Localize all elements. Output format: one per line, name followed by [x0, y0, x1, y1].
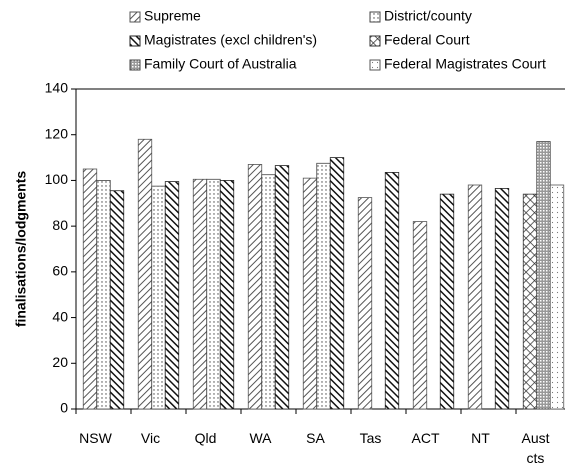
bar — [192, 178, 208, 410]
bar — [261, 174, 276, 410]
x-tick-label: NSW — [79, 430, 112, 446]
legend-swatch — [129, 35, 141, 47]
x-tick-label: Tas — [359, 430, 382, 446]
x-tick-label: Aust cts — [521, 430, 550, 466]
legend-label: Federal Court — [384, 32, 470, 48]
bar — [522, 193, 538, 410]
bar — [274, 165, 290, 410]
x-tick-label: WA — [249, 430, 272, 446]
bar — [164, 181, 180, 410]
legend-swatch — [369, 11, 381, 23]
y-tick-label: 120 — [45, 125, 69, 141]
bar — [467, 184, 483, 410]
y-axis-label: finalisations/lodgments — [13, 171, 29, 328]
bar — [384, 172, 400, 410]
bar — [206, 178, 221, 410]
bar — [151, 185, 166, 410]
bar — [316, 162, 331, 410]
y-tick-label: 140 — [45, 80, 69, 96]
legend-label: Magistrates (excl children's) — [144, 32, 317, 48]
y-tick-label: 0 — [60, 400, 68, 416]
legend-swatch — [369, 35, 381, 47]
legend-label: Family Court of Australia — [144, 56, 297, 72]
x-tick-label: NT — [471, 430, 490, 446]
y-tick-label: 60 — [52, 263, 68, 279]
legend-swatch — [369, 59, 381, 71]
bar — [137, 138, 153, 410]
bar — [109, 190, 125, 410]
y-tick-label: 20 — [52, 354, 68, 370]
bar — [329, 157, 345, 410]
x-tick-label: Vic — [140, 430, 161, 446]
x-tick-label: ACT — [411, 430, 440, 446]
y-tick-label: 80 — [52, 217, 68, 233]
bar — [247, 164, 263, 410]
bar — [549, 184, 565, 410]
bar — [412, 221, 428, 410]
y-tick-label: 40 — [52, 308, 68, 324]
bar — [96, 180, 111, 410]
bar — [536, 141, 551, 410]
y-tick-label: 100 — [45, 171, 69, 187]
legend-swatch — [129, 59, 141, 71]
bar — [82, 168, 98, 410]
x-tick-label: SA — [306, 430, 325, 446]
bar — [302, 177, 318, 410]
legend-label: District/county — [384, 8, 472, 24]
bar — [494, 188, 510, 410]
bar — [439, 193, 455, 410]
legend-swatch — [129, 11, 141, 23]
x-tick-label: Qld — [194, 430, 217, 446]
legend-label: Supreme — [144, 8, 201, 24]
legend-label: Federal Magistrates Court — [384, 56, 546, 72]
bar — [219, 180, 235, 410]
bar — [357, 197, 373, 410]
